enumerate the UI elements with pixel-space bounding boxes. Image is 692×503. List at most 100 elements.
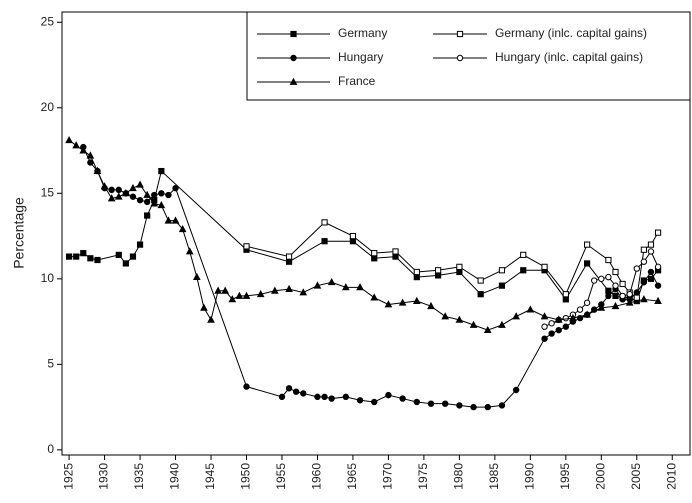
point bbox=[392, 248, 399, 255]
legend-label: Hungary (inlc. capital gains) bbox=[495, 50, 643, 64]
point bbox=[520, 267, 527, 274]
point bbox=[228, 295, 237, 303]
point bbox=[65, 253, 73, 260]
point bbox=[654, 263, 662, 271]
point bbox=[540, 312, 549, 320]
series-line bbox=[69, 170, 659, 302]
point bbox=[192, 272, 201, 281]
point bbox=[371, 255, 378, 262]
point bbox=[299, 288, 308, 296]
point bbox=[434, 267, 442, 274]
point bbox=[483, 325, 492, 334]
point bbox=[584, 241, 591, 248]
point bbox=[285, 385, 293, 392]
point bbox=[80, 250, 87, 257]
x-tick-label: 1965 bbox=[345, 463, 359, 490]
point bbox=[583, 299, 591, 306]
point bbox=[243, 243, 250, 250]
y-tick-label: 5 bbox=[47, 357, 54, 371]
x-tick-label: 1930 bbox=[97, 463, 111, 490]
point bbox=[185, 247, 194, 255]
point bbox=[569, 313, 577, 322]
point bbox=[647, 248, 655, 255]
point bbox=[242, 291, 251, 299]
point bbox=[243, 383, 250, 390]
point bbox=[520, 251, 527, 258]
point bbox=[399, 395, 406, 402]
point bbox=[554, 315, 563, 323]
point bbox=[619, 292, 626, 300]
point bbox=[150, 199, 159, 207]
point bbox=[498, 282, 506, 289]
point bbox=[598, 275, 605, 283]
point bbox=[314, 393, 321, 401]
point bbox=[484, 403, 491, 411]
point bbox=[619, 280, 626, 288]
point bbox=[313, 281, 322, 289]
point bbox=[356, 397, 364, 404]
x-tick-label: 1970 bbox=[381, 463, 395, 490]
point bbox=[144, 212, 151, 219]
y-tick-label: 15 bbox=[41, 185, 55, 199]
point bbox=[591, 277, 598, 284]
point bbox=[87, 255, 94, 262]
point bbox=[427, 400, 435, 407]
series-line bbox=[68, 139, 659, 331]
x-tick-label: 1975 bbox=[416, 463, 430, 490]
x-tick-label: 1960 bbox=[310, 463, 324, 490]
point bbox=[413, 398, 421, 406]
point bbox=[370, 293, 379, 301]
point bbox=[633, 294, 640, 301]
point bbox=[143, 198, 151, 206]
point bbox=[512, 312, 520, 320]
legend-marker bbox=[290, 54, 297, 62]
point bbox=[271, 286, 279, 294]
point bbox=[93, 166, 102, 174]
point bbox=[625, 298, 634, 306]
point bbox=[157, 201, 166, 209]
point bbox=[640, 246, 647, 253]
point bbox=[256, 289, 265, 298]
point bbox=[136, 196, 144, 204]
point bbox=[605, 287, 612, 294]
point bbox=[562, 291, 569, 298]
point bbox=[327, 277, 336, 286]
point bbox=[413, 274, 420, 281]
y-axis-label: Percentage bbox=[11, 197, 27, 269]
point bbox=[158, 167, 165, 175]
point bbox=[640, 279, 648, 286]
point bbox=[79, 146, 88, 154]
point bbox=[512, 386, 520, 394]
x-tick-label: 1955 bbox=[274, 463, 288, 490]
point bbox=[129, 253, 137, 260]
point bbox=[342, 283, 350, 291]
point bbox=[171, 216, 180, 224]
point bbox=[94, 256, 101, 264]
point bbox=[498, 402, 506, 409]
point bbox=[541, 323, 548, 330]
point bbox=[214, 286, 222, 294]
x-tick-label: 1925 bbox=[61, 463, 75, 490]
point bbox=[605, 292, 612, 300]
point bbox=[300, 390, 307, 397]
point bbox=[541, 335, 548, 342]
point bbox=[349, 238, 357, 245]
point bbox=[654, 282, 662, 289]
point bbox=[626, 291, 633, 298]
point bbox=[647, 268, 655, 276]
point bbox=[356, 283, 364, 291]
point bbox=[122, 189, 130, 197]
point bbox=[605, 273, 612, 281]
point bbox=[342, 393, 350, 401]
point bbox=[292, 388, 300, 395]
y-tick-label: 20 bbox=[41, 100, 55, 114]
point bbox=[647, 241, 655, 248]
point bbox=[371, 398, 378, 406]
point bbox=[115, 186, 122, 194]
point bbox=[562, 314, 570, 322]
point bbox=[178, 224, 187, 233]
point bbox=[86, 151, 95, 159]
point bbox=[498, 320, 506, 328]
point bbox=[477, 277, 484, 284]
point bbox=[158, 190, 165, 197]
